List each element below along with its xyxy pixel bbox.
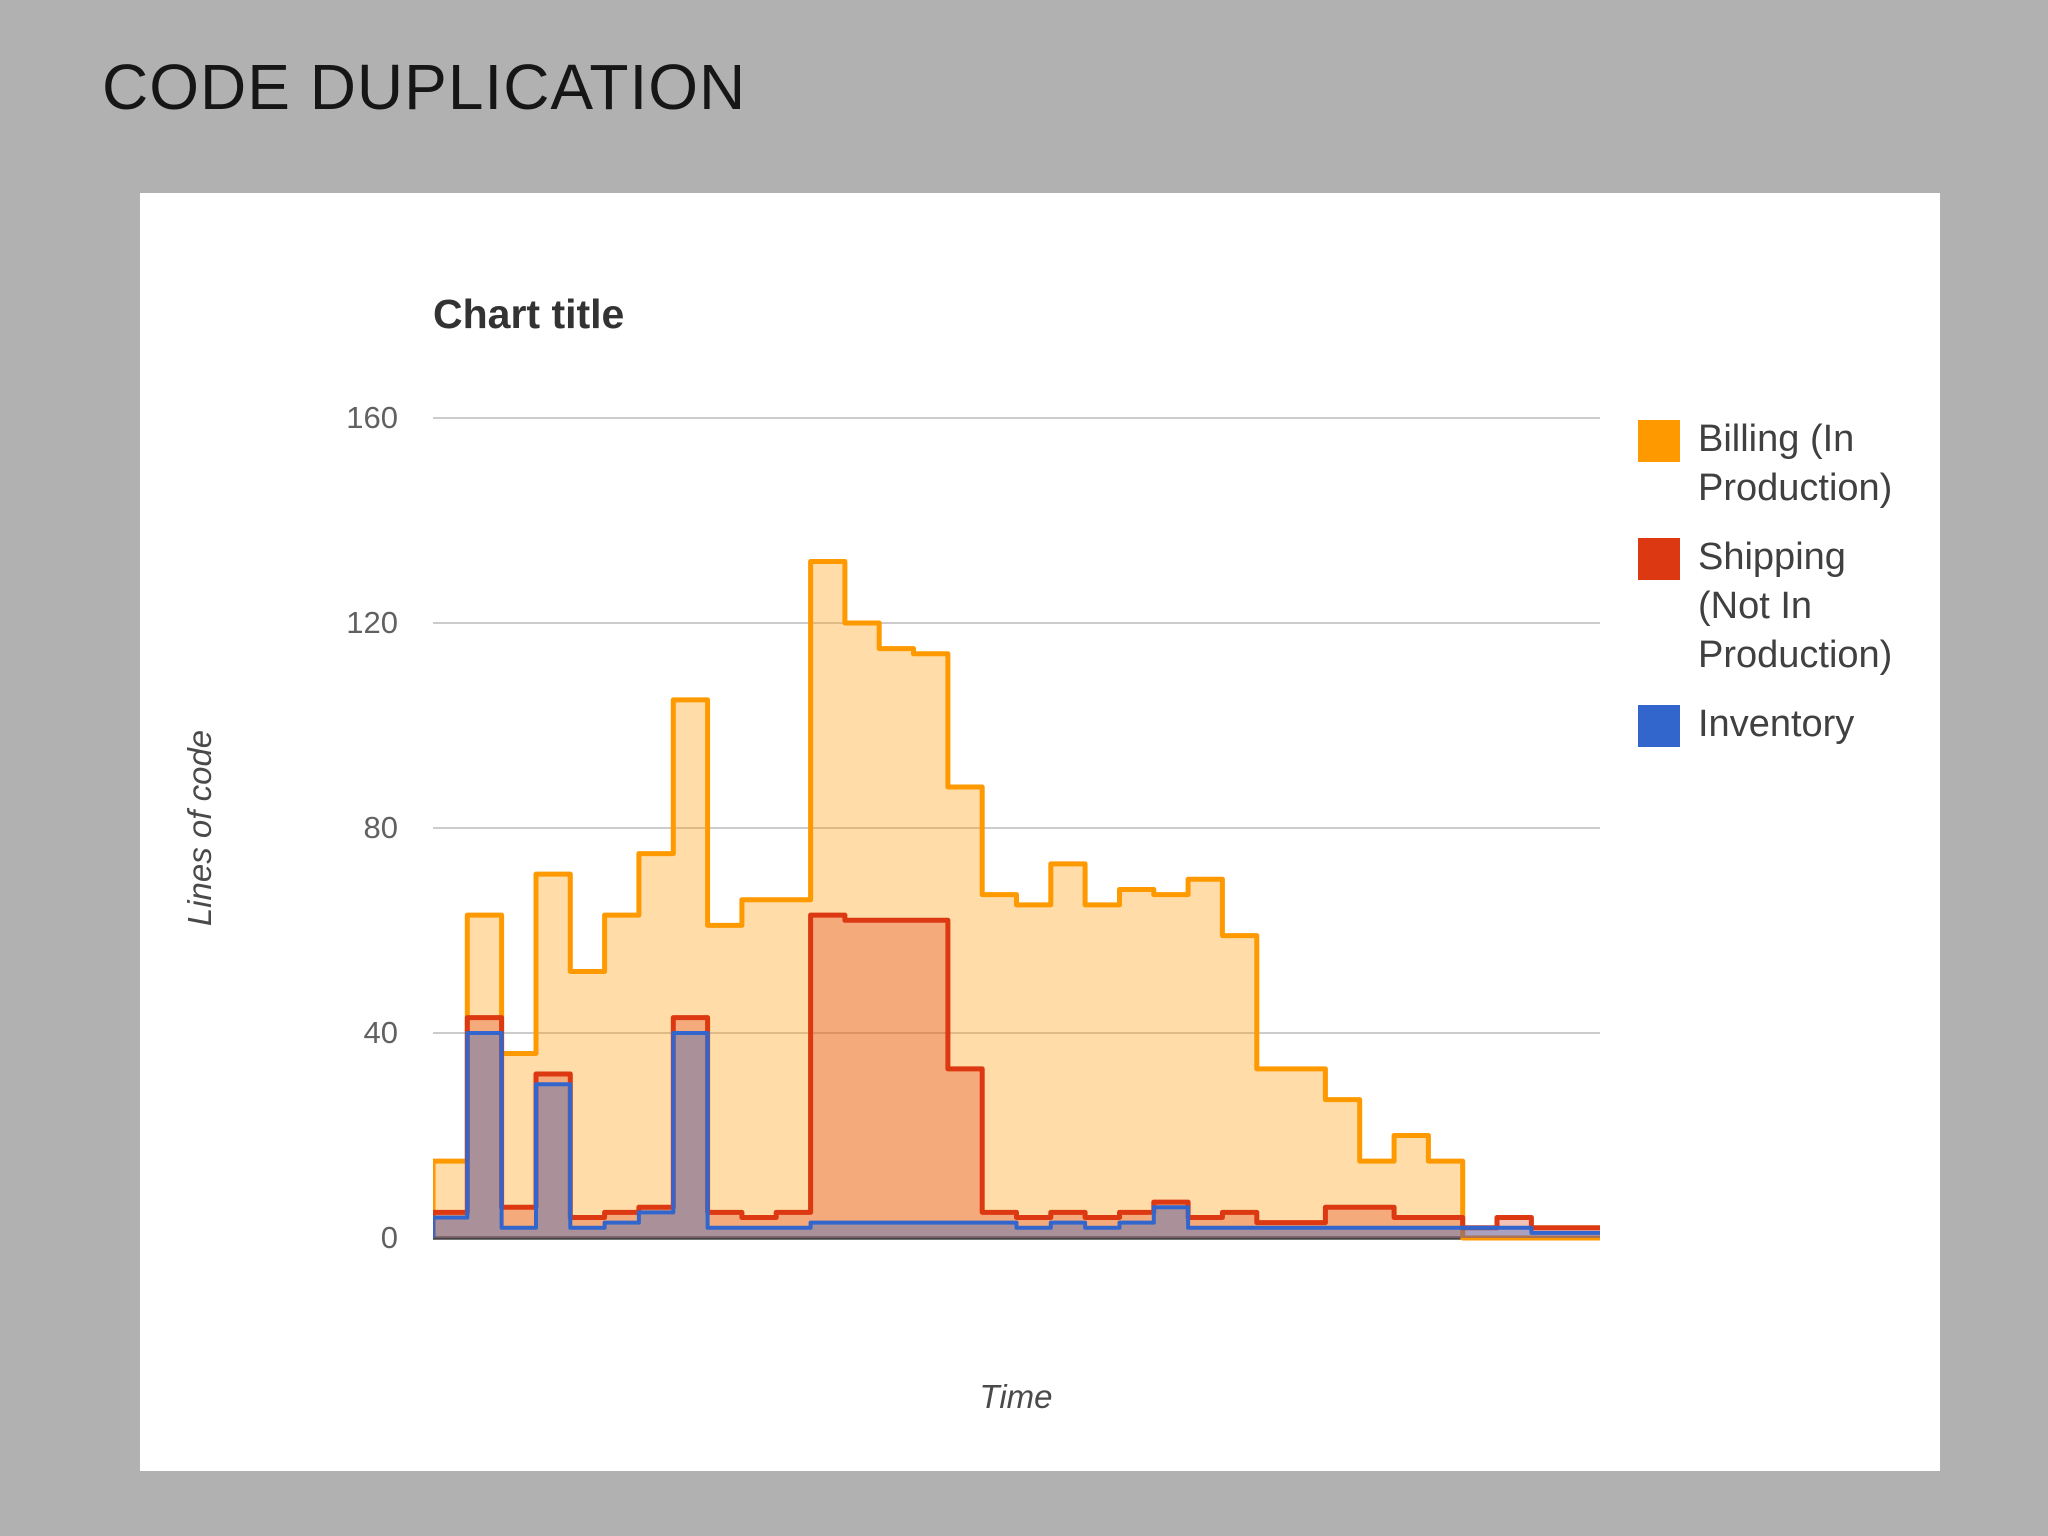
- slide-title: CODE DUPLICATION: [102, 51, 747, 123]
- chart-card: Chart title 0 40 80 120 160 Lines of code Ti…: [140, 193, 1940, 1471]
- stepped-area-chart: [433, 417, 1600, 1241]
- series-line-2: [433, 1031, 1600, 1238]
- series-area-2: [433, 1033, 1600, 1238]
- y-tick-label: 160: [346, 400, 398, 435]
- x-axis-title: Time: [979, 1378, 1053, 1415]
- legend-label-inventory: Inventory: [1698, 703, 1855, 745]
- series-area-1: [433, 915, 1600, 1238]
- legend-item-inventory: Inventory: [1638, 700, 1923, 749]
- legend-label-billing: Billing (In Production): [1698, 418, 1893, 509]
- y-tick-label: 120: [346, 605, 398, 640]
- y-tick-label: 80: [363, 810, 398, 845]
- y-tick-label: 0: [380, 1220, 398, 1255]
- legend-swatch-shipping-icon: [1638, 538, 1680, 580]
- series-line-1: [433, 912, 1600, 1238]
- chart-legend: Billing (In Production) Shipping (Not In…: [1638, 415, 1923, 749]
- legend-swatch-inventory-icon: [1638, 705, 1680, 747]
- legend-item-shipping: Shipping (Not In Production): [1638, 533, 1923, 680]
- chart-title: Chart title: [433, 291, 625, 337]
- series-line-0: [433, 559, 1600, 1241]
- y-axis-title: Lines of code: [181, 729, 218, 927]
- legend-item-billing: Billing (In Production): [1638, 415, 1923, 513]
- y-tick-label: 40: [363, 1015, 398, 1050]
- legend-swatch-billing-icon: [1638, 420, 1680, 462]
- legend-label-shipping: Shipping (Not In Production): [1698, 536, 1893, 676]
